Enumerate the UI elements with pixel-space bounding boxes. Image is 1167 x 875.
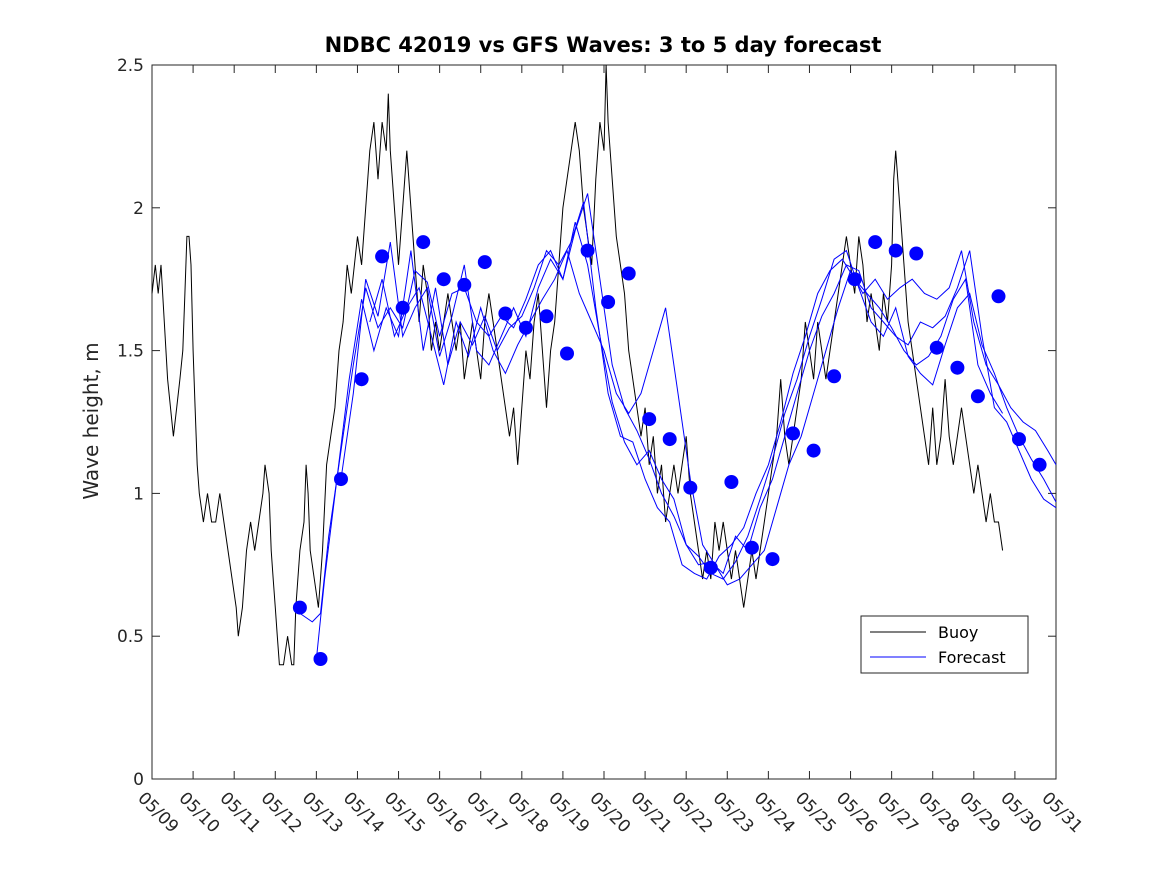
forecast-marker <box>683 480 698 495</box>
forecast-marker <box>601 295 616 309</box>
buoy-line <box>151 64 1004 666</box>
forecast-marker <box>806 443 821 458</box>
forecast-marker <box>868 235 883 250</box>
chart-title: NDBC 42019 vs GFS Waves: 3 to 5 day fore… <box>325 33 882 57</box>
forecast-line <box>299 221 1057 623</box>
y-tick-label: 2.5 <box>117 56 144 76</box>
forecast-marker <box>498 306 513 321</box>
forecast-marker <box>786 426 800 441</box>
legend-buoy-label: Buoy <box>938 623 978 642</box>
forecast-marker <box>395 300 410 315</box>
forecast-marker <box>1032 457 1047 472</box>
forecast-marker <box>642 412 657 427</box>
forecast-marker <box>375 249 390 264</box>
forecast-marker <box>950 360 965 375</box>
y-tick-label: 1 <box>133 484 144 504</box>
forecast-marker <box>539 309 554 324</box>
forecast-marker <box>827 369 842 384</box>
forecast-line <box>315 201 1004 660</box>
forecast-marker <box>313 652 328 666</box>
forecast-marker <box>744 540 759 555</box>
buoy-series <box>151 64 1004 666</box>
forecast-markers <box>292 235 1047 666</box>
forecast-marker <box>580 243 595 258</box>
forecast-marker <box>416 235 431 250</box>
forecast-marker <box>292 600 307 615</box>
forecast-marker <box>909 246 924 261</box>
forecast-marker <box>518 320 533 335</box>
forecast-marker <box>765 552 780 567</box>
y-tick-label: 2 <box>133 199 144 219</box>
forecast-marker <box>560 346 574 361</box>
y-tick-label: 0.5 <box>117 627 144 647</box>
y-tick-label: 0 <box>133 770 144 790</box>
forecast-marker <box>334 472 348 487</box>
y-tick-label: 1.5 <box>117 342 144 362</box>
legend-forecast-label: Forecast <box>938 648 1006 667</box>
forecast-marker <box>991 289 1006 304</box>
y-axis-label: Wave height, m <box>79 342 103 499</box>
forecast-marker <box>1012 432 1026 447</box>
forecast-marker <box>703 560 718 575</box>
forecast-marker <box>929 340 944 355</box>
legend: Buoy Forecast <box>860 615 1029 674</box>
legend-box <box>860 615 1029 674</box>
forecast-marker <box>724 475 739 489</box>
forecast-marker <box>436 272 451 287</box>
forecast-marker <box>970 389 985 404</box>
forecast-marker <box>477 255 492 270</box>
forecast-marker <box>354 372 369 387</box>
forecast-marker <box>847 272 862 287</box>
forecast-marker <box>457 277 472 292</box>
forecast-marker <box>662 432 677 447</box>
forecast-marker <box>621 266 636 281</box>
forecast-marker <box>888 243 903 258</box>
